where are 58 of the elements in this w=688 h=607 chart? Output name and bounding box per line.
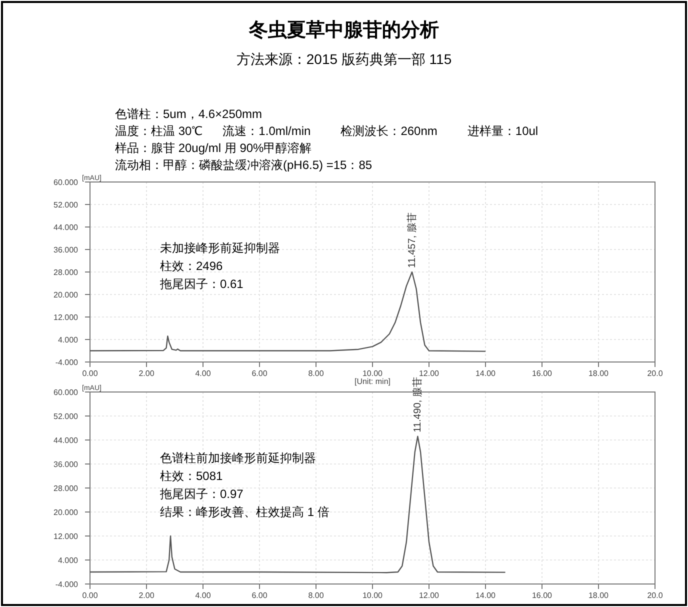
- y-tick-label: 44.000: [54, 436, 79, 445]
- x-tick-label: 10.00: [362, 369, 384, 378]
- text: 方法来源：2015 版药典第一部 115: [236, 51, 452, 67]
- x-tick-label: 14.00: [475, 369, 496, 378]
- line-series: [89, 436, 506, 574]
- y-tick-label: -4.000: [55, 580, 79, 589]
- annotation: 11.457, 腺苷: [406, 212, 418, 268]
- x-tick-label: 4.00: [195, 369, 212, 378]
- y-tick-label: 60.000: [54, 388, 79, 397]
- annotation: 拖尾因子：0.61: [159, 277, 244, 291]
- y-tick-label: 12.000: [54, 532, 79, 541]
- y-tick-label: 4.000: [58, 336, 79, 344]
- x-tick-label: 2.00: [138, 369, 155, 378]
- x-axis-title: [Unit: min]: [354, 377, 391, 386]
- annotation: 柱效：2496: [160, 259, 224, 273]
- y-tick-label: -4.000: [55, 358, 79, 367]
- text: 温度：柱温 30℃ 流速：1.0ml/min 检测波长：260nm 进样量：10ul: [115, 124, 538, 138]
- y-tick-label: 44.000: [54, 223, 79, 232]
- y-tick-label: 52.000: [54, 200, 79, 210]
- y-tick-label: 20.000: [54, 508, 79, 517]
- x-tick-label: 2.00: [138, 591, 155, 600]
- annotation: 色谱柱前加接峰形前延抑制器: [160, 451, 316, 465]
- x-tick-label: 8.00: [308, 369, 324, 378]
- x-tick-label: 0.00: [82, 369, 98, 378]
- annotation: 未加接峰形前延抑制器: [160, 241, 280, 255]
- x-tick-label: 10.00: [362, 591, 384, 600]
- x-tick-label: 12.00: [418, 591, 440, 600]
- y-tick-label: 36.000: [54, 460, 79, 469]
- x-tick-label: 8.00: [308, 591, 324, 600]
- x-tick-label: 20.0: [647, 591, 664, 600]
- line-series: [89, 271, 486, 352]
- x-tick-label: 20.0: [647, 369, 664, 378]
- x-tick-label: 4.00: [195, 591, 212, 600]
- y-tick-label: 60.000: [54, 178, 79, 187]
- text: 色谱柱：5um，4.6×250mm: [115, 107, 262, 121]
- y-tick-label: 28.000: [54, 268, 79, 277]
- x-tick-label: 18.00: [588, 591, 610, 600]
- text: 流动相：甲醇：磷酸盐缓冲溶液(pH6.5) =15：85: [115, 158, 372, 172]
- x-tick-label: 12.00: [418, 369, 440, 378]
- x-tick-label: 18.00: [588, 369, 610, 378]
- y-tick-label: 28.000: [54, 484, 79, 493]
- x-tick-label: 6.00: [252, 591, 268, 600]
- x-tick-label: 16.00: [532, 591, 553, 600]
- y-tick-label: 36.000: [54, 246, 79, 254]
- y-tick-label: 52.000: [54, 412, 79, 421]
- y-tick-label: 12.000: [54, 313, 79, 322]
- text: 样品：腺苷 20ug/ml 用 90%甲醇溶解: [115, 141, 312, 155]
- annotation: 11.490, 腺苷: [412, 376, 424, 432]
- annotation: 拖尾因子：0.97: [159, 487, 244, 501]
- annotation: 结果：峰形改善、柱效提高 1 倍: [160, 505, 330, 519]
- y-tick-label: 4.000: [58, 556, 79, 565]
- x-tick-label: 0.00: [82, 591, 98, 600]
- y-tick-label: 20.000: [54, 290, 79, 300]
- x-tick-label: 6.00: [252, 369, 268, 378]
- text: 冬虫夏草中腺苷的分析: [248, 19, 439, 41]
- x-tick-label: 16.00: [532, 369, 553, 378]
- annotation: 柱效：5081: [160, 469, 224, 483]
- x-tick-label: 14.00: [475, 591, 496, 600]
